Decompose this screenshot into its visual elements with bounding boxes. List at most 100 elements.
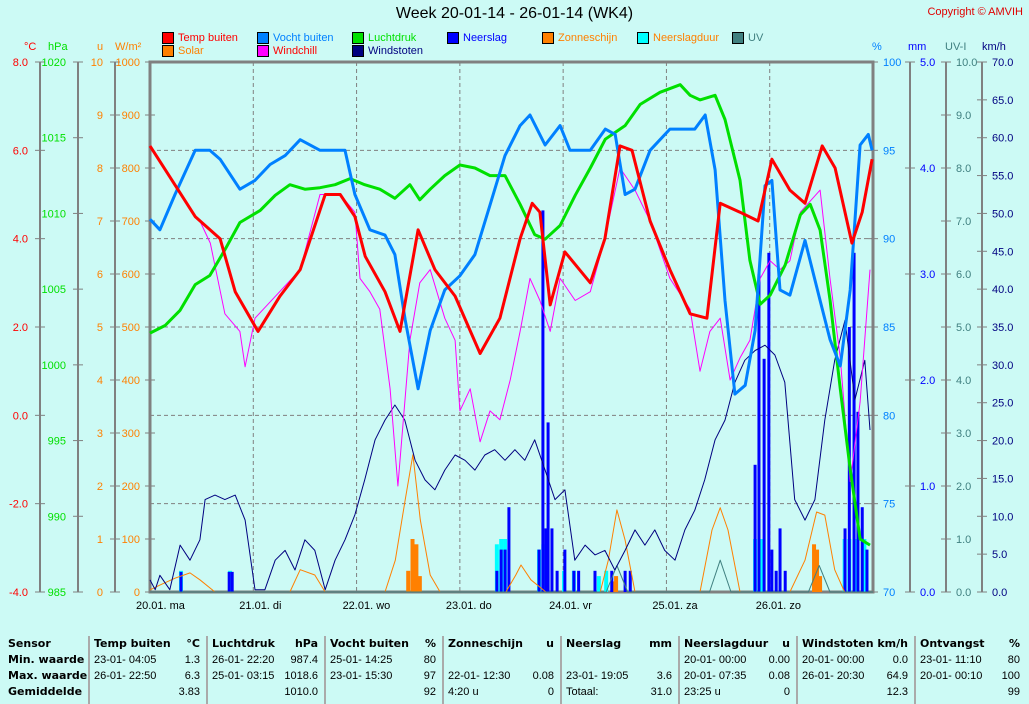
bar-zonneschijn [818, 576, 823, 592]
axis-tick-label: 3 [97, 428, 103, 440]
axis-tick-label: 5.0 [992, 549, 1007, 561]
axis-tick-label: 6 [97, 269, 103, 281]
x-tick-label: 20.01. ma [136, 600, 186, 612]
bar-neerslagduur [596, 576, 601, 592]
axis-tick-label: 15.0 [992, 473, 1013, 485]
axis-tick-label: 700 [122, 216, 140, 228]
legend-item: Temp buiten [162, 32, 238, 44]
axis-tick-label: 4.0 [920, 163, 935, 175]
sensor-name: Windstoten [802, 637, 874, 650]
sensor-name: Vocht buiten [330, 637, 409, 650]
avg-value: 3.83 [178, 686, 200, 698]
min-time: 20-01- 00:00 [802, 654, 865, 666]
axis-tick-label: 7 [97, 216, 103, 228]
axis-tick-label: 75 [883, 499, 895, 511]
axis-tick-label: 2.0 [920, 375, 935, 387]
axis-tick-label: 2.0 [956, 481, 971, 493]
axis-tick-label: 1010 [42, 208, 66, 220]
axis-tick-label: 900 [122, 110, 140, 122]
legend-swatch [257, 45, 269, 57]
series-vocht-buiten [148, 113, 874, 396]
min-time: 23-01- 11:10 [920, 654, 982, 666]
max-time: 26-01- 20:30 [802, 670, 865, 682]
axis-tick-label: 5.0 [920, 57, 935, 69]
sensor-name: Temp buiten [94, 637, 171, 650]
bar-zonneschijn [410, 539, 415, 592]
legend-label: Temp buiten [178, 32, 238, 44]
axis-tick-label: 990 [48, 511, 66, 523]
x-tick-label: 22.01. wo [343, 600, 391, 612]
axis-tick-label: 45.0 [992, 246, 1013, 258]
axis-tick-label: 1000 [42, 360, 66, 372]
stats-column: Temp buiten °C 23-01- 04:05 1.3 26-01- 22:… [88, 636, 204, 704]
min-time: 26-01- 22:20 [212, 654, 275, 666]
bar-neerslag [537, 549, 541, 592]
x-tick-label: 26.01. zo [756, 600, 801, 612]
axis-title-uv: UV-I [945, 41, 966, 53]
legend-swatch [257, 32, 269, 44]
avg-value: 1010.0 [284, 686, 318, 698]
bar-neerslag [843, 528, 847, 592]
bar-zonneschijn [417, 576, 422, 592]
legend-item: Solar [162, 45, 204, 57]
legend-label: Windchill [273, 45, 318, 57]
axis-tick-label: 5.0 [956, 322, 971, 334]
bar-neerslag [546, 422, 550, 592]
axis-tick-label: 1.0 [920, 481, 935, 493]
axis-tick-label: 0.0 [920, 587, 935, 599]
bar-neerslag [762, 358, 766, 592]
bar-neerslag [783, 570, 787, 592]
bar-neerslag [499, 549, 503, 592]
avg-label: 23:25 u [684, 686, 721, 698]
sensor-name: Ontvangst [920, 637, 985, 650]
x-tick-label: 25.01. za [652, 600, 698, 612]
axis-title-hours: u [97, 41, 103, 53]
sensor-unit: % [1008, 637, 1020, 650]
bar-neerslagduur [494, 544, 499, 592]
sensor-name: Neerslagduur [684, 637, 769, 650]
bar-neerslag [572, 570, 576, 592]
axis-tick-label: 400 [122, 375, 140, 387]
min-time: 20-01- 00:00 [684, 654, 747, 666]
axis-tick-label: 1020 [42, 57, 66, 69]
bar-neerslag [544, 528, 548, 592]
bar-zonneschijn [614, 576, 619, 592]
axis-tick-label: 300 [122, 428, 140, 440]
bar-neerslag [577, 570, 581, 592]
row-label: Sensor [8, 637, 51, 650]
axis-title-hum: % [872, 41, 882, 53]
bar-zonneschijn [414, 544, 419, 592]
legend-label: Windstoten [368, 45, 424, 57]
column-divider [560, 636, 562, 704]
column-divider [324, 636, 326, 704]
stats-row-labels: Sensor Min. waarde Max. waarde Gemiddeld… [8, 636, 87, 704]
bar-neerslag [623, 570, 627, 592]
avg-value: 0 [783, 686, 790, 698]
bar-neerslag [860, 507, 864, 592]
bar-neerslag [555, 570, 559, 592]
min-value: 0.00 [768, 654, 790, 666]
min-value: 80 [423, 654, 436, 666]
axis-tick-label: 25.0 [992, 398, 1013, 410]
axis-tick-label: 4.0 [956, 375, 971, 387]
row-label: Gemiddelde [8, 685, 83, 698]
axis-tick-label: 3.0 [956, 428, 971, 440]
legend-label: Vocht buiten [273, 32, 334, 44]
axis-tick-label: 4 [97, 375, 103, 387]
bar-neerslag [503, 549, 507, 592]
axis-tick-label: 35.0 [992, 322, 1013, 334]
legend-label: Zonneschijn [558, 32, 618, 44]
axis-tick-label: 5 [97, 322, 103, 334]
bar-neerslagduur [759, 539, 764, 592]
axis-tick-label: 2.0 [13, 322, 28, 334]
max-time: 22-01- 12:30 [448, 670, 511, 682]
avg-value: 0 [547, 686, 554, 698]
max-time: 20-01- 00:10 [920, 670, 983, 682]
max-value: 1018.6 [284, 670, 318, 682]
axis-tick-label: 50.0 [992, 208, 1013, 220]
axis-tick-label: 55.0 [992, 171, 1013, 183]
sensor-name: Luchtdruk [212, 637, 275, 650]
column-divider [678, 636, 680, 704]
max-value: 97 [423, 670, 436, 682]
legend-swatch [542, 32, 554, 44]
